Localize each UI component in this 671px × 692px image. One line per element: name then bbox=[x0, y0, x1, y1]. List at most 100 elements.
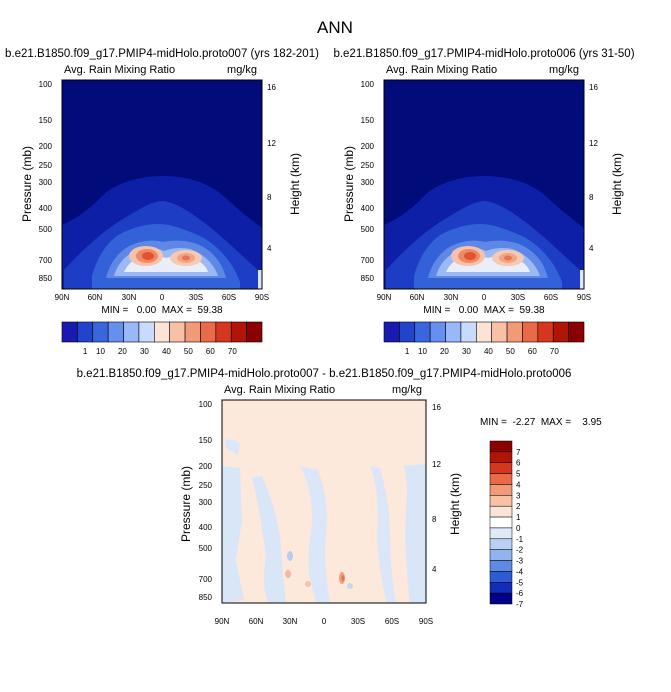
x-tick-label: 30S bbox=[189, 293, 203, 302]
x-tick-label: 0 bbox=[160, 293, 165, 302]
colorbar-swatch bbox=[92, 321, 109, 343]
x-tick-label: 90N bbox=[55, 293, 70, 302]
colorbar-label: 10 bbox=[418, 347, 427, 356]
y-axis-label: Pressure (mb) bbox=[342, 146, 356, 222]
right-tick-label: 12 bbox=[432, 460, 441, 469]
right-axis-label: Height (km) bbox=[610, 153, 624, 215]
panel-2-x-axis: 90N 60N 30N 0 30S 60S 90S bbox=[377, 293, 591, 302]
panel-2-y-axis: Pressure (mb) 100 150 200 250 300 400 50… bbox=[342, 80, 375, 283]
colorbar-label: -4 bbox=[516, 567, 524, 576]
colorbar-swatch bbox=[107, 321, 124, 343]
panel-1-variable-label: Avg. Rain Mixing Ratio bbox=[64, 64, 175, 76]
colorbar-labels: 7 6 54 3 2 1 0 -1 -2 -3-4 -5 -6 -7 bbox=[516, 448, 524, 609]
x-tick-label: 0 bbox=[322, 617, 327, 626]
colorbar-swatch bbox=[489, 451, 513, 463]
colorbar-label: 20 bbox=[440, 347, 449, 356]
y-tick-label: 500 bbox=[361, 225, 375, 234]
colorbar-swatch bbox=[537, 321, 554, 343]
y-tick-label: 150 bbox=[199, 436, 213, 445]
y-tick-label: 300 bbox=[39, 178, 53, 187]
colorbar-swatch bbox=[489, 571, 513, 583]
x-tick-label: 0 bbox=[482, 293, 487, 302]
panel-2-title: b.e21.B1850.f09_g17.PMIP4-midHolo.proto0… bbox=[333, 48, 634, 60]
x-tick-label: 90S bbox=[419, 617, 433, 626]
colorbar-swatch bbox=[489, 516, 513, 529]
x-tick-label: 30N bbox=[283, 617, 298, 626]
y-tick-label: 850 bbox=[361, 274, 375, 283]
colorbar-label: 70 bbox=[550, 347, 559, 356]
panel-1-title: b.e21.B1850.f09_g17.PMIP4-midHolo.proto0… bbox=[5, 48, 319, 60]
panel-3-x-axis: 90N 60N 30N 0 30S 60S 90S bbox=[215, 617, 433, 626]
x-tick-label: 30S bbox=[511, 293, 525, 302]
colorbar-label: 60 bbox=[206, 347, 215, 356]
colorbar-swatch bbox=[491, 321, 508, 343]
right-tick-label: 4 bbox=[589, 244, 594, 253]
y-tick-label: 100 bbox=[361, 80, 375, 89]
right-tick-label: 16 bbox=[589, 83, 598, 92]
right-axis-label: Height (km) bbox=[448, 473, 462, 535]
x-tick-label: 60S bbox=[544, 293, 558, 302]
colorbar-swatch bbox=[489, 560, 513, 572]
panel-3-stats: MIN = -2.27 MAX = 3.95 bbox=[480, 417, 602, 428]
colorbar-label: 70 bbox=[228, 347, 237, 356]
colorbar-swatch bbox=[489, 484, 513, 496]
colorbar-swatch bbox=[489, 462, 513, 474]
right-tick-label: 16 bbox=[267, 83, 276, 92]
x-tick-label: 60N bbox=[410, 293, 425, 302]
colorbar-label: -7 bbox=[516, 600, 524, 609]
panel-2-right-axis: Height (km) 16 12 8 4 bbox=[589, 83, 624, 253]
colorbar-swatch bbox=[489, 495, 513, 507]
colorbar-label: 5 bbox=[516, 470, 521, 479]
colorbar-label: 40 bbox=[484, 347, 493, 356]
colorbar-labels: 1 10 20 30 40 50 60 70 bbox=[83, 347, 237, 356]
colorbar-label: 30 bbox=[462, 347, 471, 356]
colorbar-swatch bbox=[429, 321, 446, 343]
colorbar-swatch bbox=[230, 321, 247, 343]
panel-1-right-axis: Height (km) 16 12 8 4 bbox=[267, 83, 302, 253]
x-tick-label: 30N bbox=[122, 293, 137, 302]
colorbar-swatch bbox=[489, 538, 513, 550]
x-tick-label: 90S bbox=[577, 293, 591, 302]
x-tick-label: 60S bbox=[385, 617, 399, 626]
colorbar-swatch bbox=[522, 321, 539, 343]
colorbar-label: 50 bbox=[506, 347, 515, 356]
colorbar-swatch bbox=[489, 505, 513, 518]
colorbar-label: 0 bbox=[516, 524, 521, 533]
colorbar-label: 20 bbox=[118, 347, 127, 356]
colorbar-swatch bbox=[169, 321, 186, 343]
panel-1: b.e21.B1850.f09_g17.PMIP4-midHolo.proto0… bbox=[5, 48, 319, 356]
colorbar-label: 1 bbox=[405, 347, 410, 356]
right-tick-label: 8 bbox=[589, 193, 594, 202]
x-tick-label: 90S bbox=[255, 293, 269, 302]
panel-2-variable-label: Avg. Rain Mixing Ratio bbox=[386, 64, 497, 76]
right-axis-label: Height (km) bbox=[288, 153, 302, 215]
colorbar-label: 50 bbox=[184, 347, 193, 356]
panel-1-units-label: mg/kg bbox=[227, 64, 257, 76]
y-tick-label: 100 bbox=[199, 400, 213, 409]
colorbar-label: 40 bbox=[162, 347, 171, 356]
y-tick-label: 400 bbox=[361, 204, 375, 213]
colorbar-swatch bbox=[445, 321, 462, 343]
y-tick-label: 500 bbox=[199, 544, 213, 553]
panel-2-units-label: mg/kg bbox=[549, 64, 579, 76]
colorbar-label: -6 bbox=[516, 589, 524, 598]
y-axis-label: Pressure (mb) bbox=[20, 146, 34, 222]
y-tick-label: 200 bbox=[199, 462, 213, 471]
panel-3-colorbar: 7 6 54 3 2 1 0 -1 -2 -3-4 -5 -6 -7 bbox=[489, 440, 524, 609]
panel-3-plot-area bbox=[221, 399, 427, 604]
x-tick-label: 30N bbox=[444, 293, 459, 302]
colorbar-swatch bbox=[489, 592, 513, 605]
colorbar-label: -2 bbox=[516, 546, 524, 555]
panel-2: b.e21.B1850.f09_g17.PMIP4-midHolo.proto0… bbox=[333, 48, 634, 356]
colorbar-label: 6 bbox=[516, 459, 521, 468]
y-tick-label: 100 bbox=[39, 80, 53, 89]
panel-2-stats: MIN = 0.00 MAX = 59.38 bbox=[423, 305, 545, 316]
panel-3-variable-label: Avg. Rain Mixing Ratio bbox=[224, 384, 335, 396]
y-tick-label: 300 bbox=[361, 178, 375, 187]
right-tick-label: 16 bbox=[432, 403, 441, 412]
panel-1-y-axis: Pressure (mb) 100 150 200 250 300 400 50… bbox=[20, 80, 53, 283]
right-tick-label: 12 bbox=[589, 139, 598, 148]
panel-3-right-axis: Height (km) 16 12 8 4 bbox=[432, 403, 462, 574]
y-tick-label: 850 bbox=[199, 593, 213, 602]
panel-1-x-axis: 90N 60N 30N 0 30S 60S 90S bbox=[55, 293, 269, 302]
